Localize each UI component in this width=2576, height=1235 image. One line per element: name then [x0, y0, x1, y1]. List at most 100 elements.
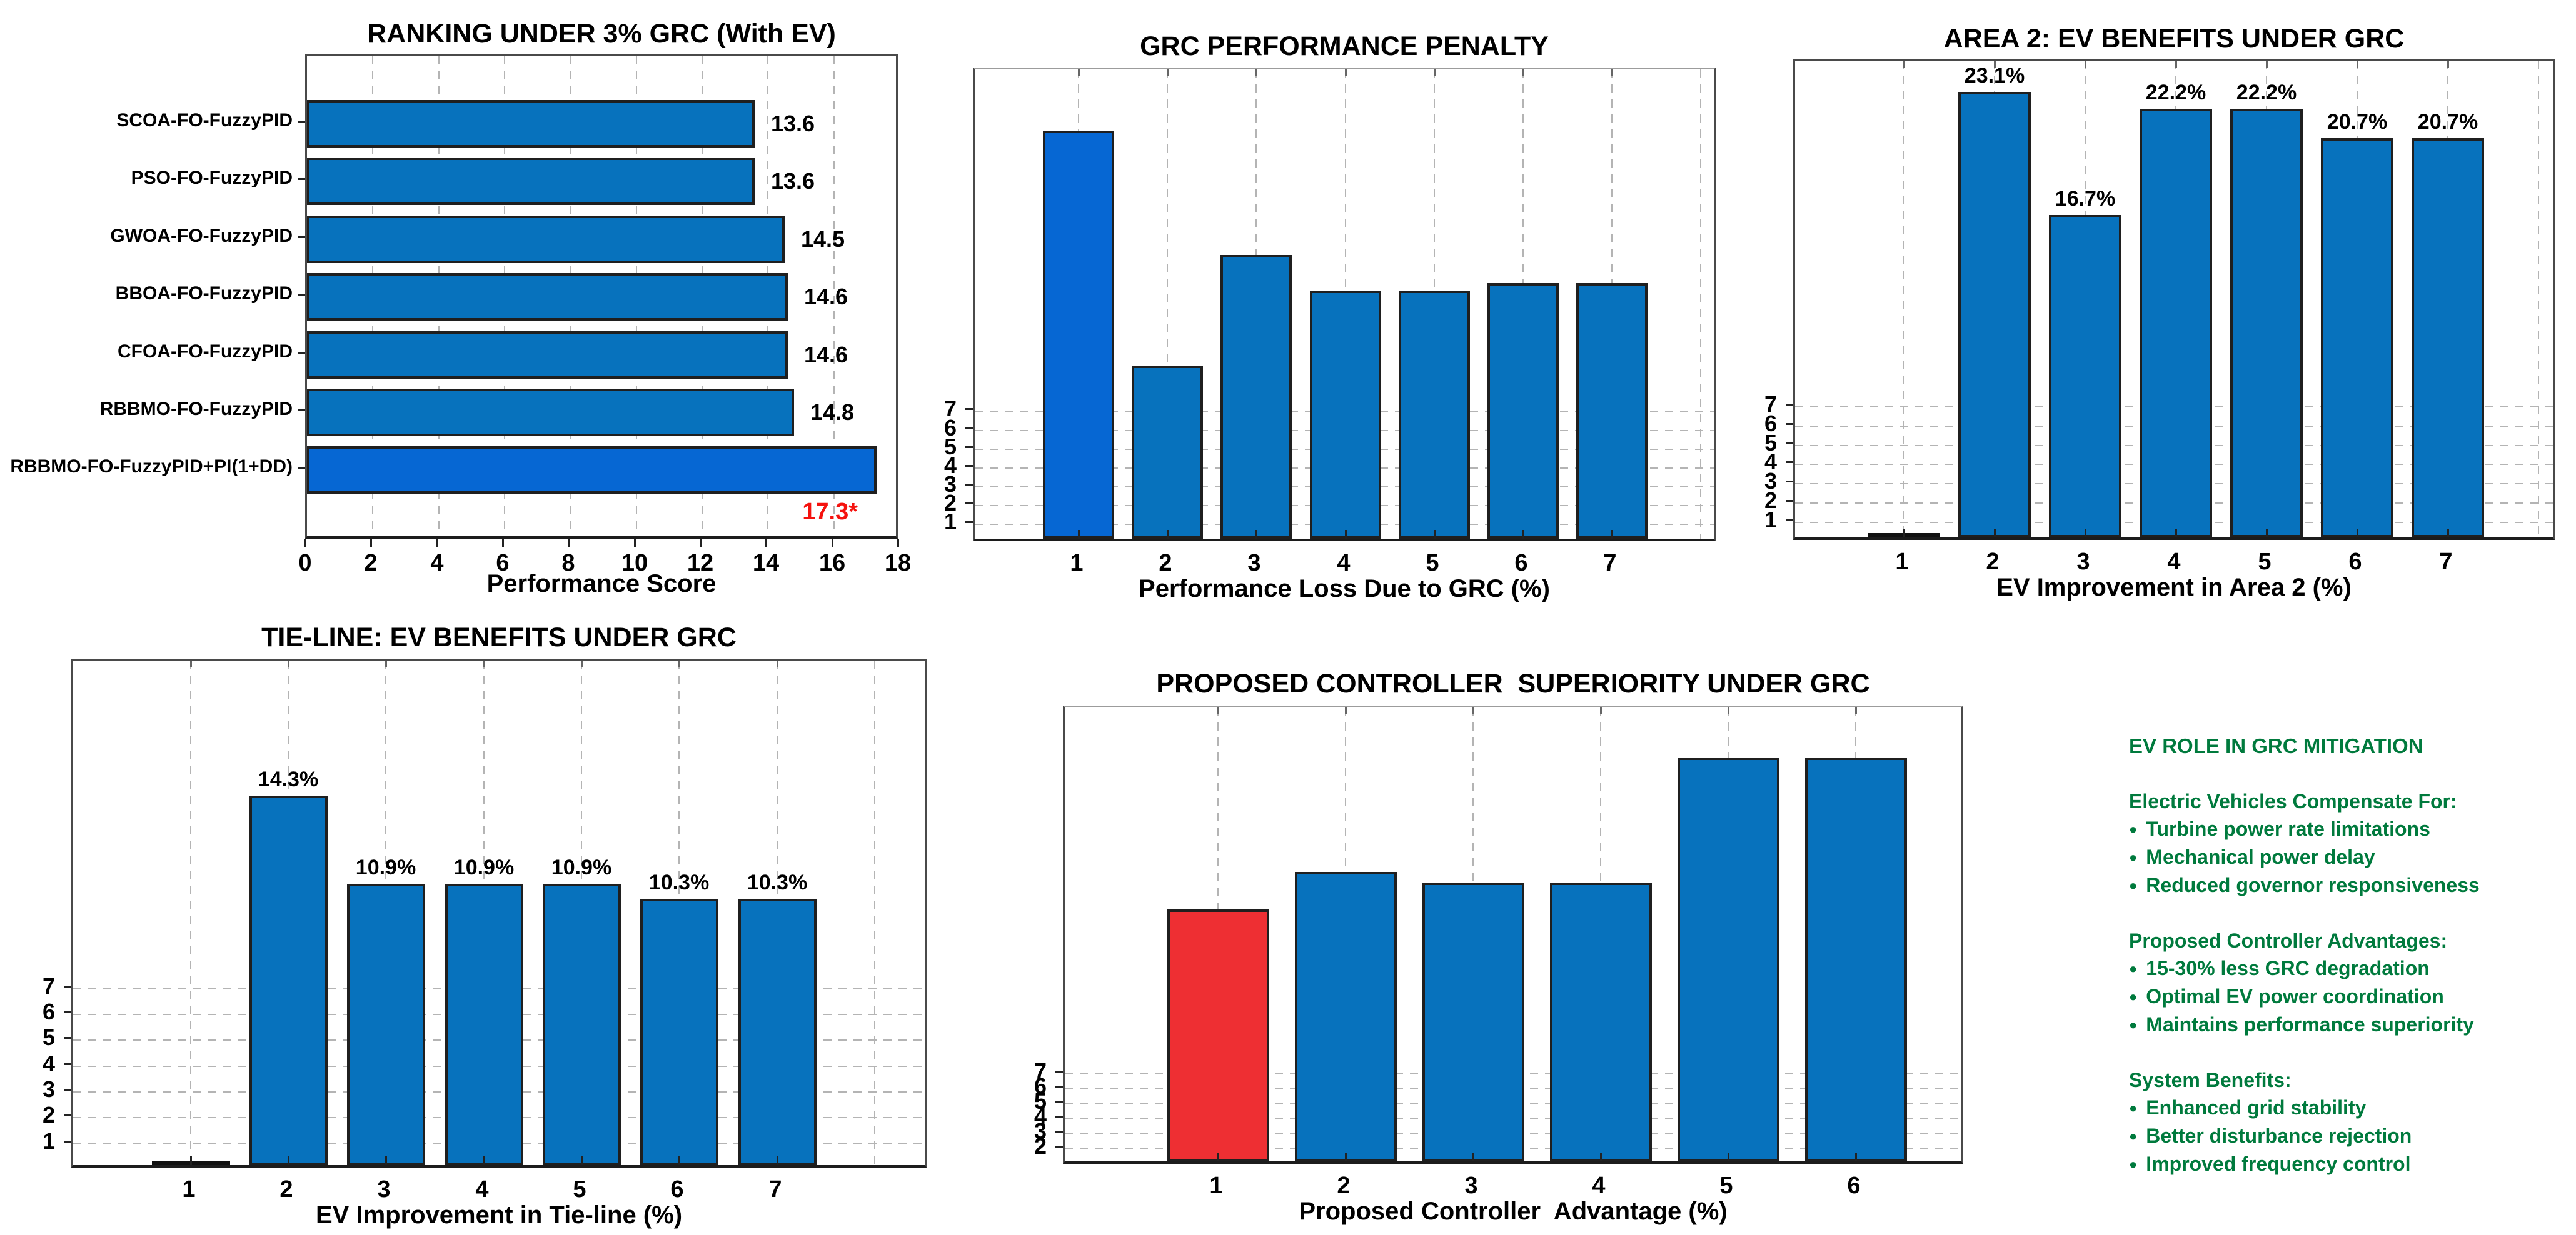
- notes-item: ● 15-30% less GRC degradation: [2129, 954, 2573, 982]
- x-tick-mark-top: [1255, 69, 1257, 76]
- bar: [249, 796, 328, 1165]
- x-tick-mark-top: [1078, 69, 1080, 76]
- y-tick-mark: [1786, 500, 1793, 502]
- bullet-icon: ●: [2129, 821, 2138, 837]
- notes-section-heading: Proposed Controller Advantages:: [2129, 929, 2448, 952]
- y-tick-label: 6: [1034, 1073, 1047, 1099]
- tieline-plot-area: 14.3% 10.9% 10.9% 10.9% 10.3% 10.3%: [71, 659, 927, 1168]
- x-tick-mark: [288, 1156, 289, 1165]
- x-tick-mark-top: [1903, 61, 1905, 68]
- bar: [738, 899, 817, 1165]
- bar: [307, 331, 788, 379]
- y-tick-label: 5: [1034, 1088, 1047, 1114]
- x-tick-mark: [2175, 529, 2177, 538]
- y-tick-label: 7: [42, 973, 55, 999]
- x-tick-mark-top: [1345, 708, 1347, 714]
- notes-section-heading: Electric Vehicles Compensate For:: [2129, 790, 2457, 812]
- bar: [1294, 872, 1397, 1161]
- bar: [307, 389, 794, 436]
- y-tick-mark: [64, 1114, 71, 1116]
- x-tick-mark-top: [777, 661, 778, 668]
- bar: [640, 899, 718, 1165]
- x-tick-label: 1: [1070, 550, 1084, 576]
- bar-value-label: 20.7%: [2417, 110, 2478, 134]
- y-tick-label: 3: [1034, 1118, 1047, 1144]
- notes-item: ● Optimal EV power coordination: [2129, 982, 2573, 1011]
- bar: [1310, 291, 1381, 539]
- x-tick-label: 12: [687, 550, 714, 576]
- notes-item: ● Improved frequency control: [2129, 1150, 2573, 1178]
- bar-value-label: 20.7%: [2327, 110, 2388, 134]
- x-tick-mark: [634, 539, 636, 547]
- bar-value-label: 14.8: [810, 399, 855, 425]
- x-tick-mark-top: [1855, 708, 1857, 714]
- y-tick-label: 3: [943, 471, 957, 497]
- tieline-chart-title: TIE-LINE: EV BENEFITS UNDER GRC: [261, 622, 737, 652]
- x-tick-mark-top: [1994, 61, 1996, 68]
- y-tick-mark: [965, 465, 973, 467]
- y-tick-mark: [1055, 1116, 1063, 1118]
- x-tick-mark: [1255, 530, 1257, 539]
- y-tick-mark: [298, 467, 305, 469]
- gridline-x: [874, 661, 875, 1165]
- bar: [1804, 758, 1907, 1161]
- bar: [1422, 882, 1524, 1161]
- x-tick-label: 3: [1247, 550, 1261, 576]
- bar-value-label: 16.7%: [2055, 187, 2116, 211]
- x-tick-mark: [700, 539, 702, 547]
- x-tick-mark: [1167, 530, 1169, 539]
- x-tick-label: 16: [818, 550, 846, 576]
- category-label: PSO-FO-FuzzyPID: [131, 168, 293, 188]
- y-tick-mark: [1786, 461, 1793, 463]
- x-tick-label: 8: [561, 550, 575, 576]
- x-tick-mark: [1600, 1152, 1602, 1161]
- bar: [2412, 138, 2484, 538]
- y-tick-mark: [965, 428, 973, 429]
- ranking-x-axis-label: Performance Score: [486, 570, 717, 598]
- x-tick-mark-top: [2266, 61, 2268, 68]
- x-tick-mark-top: [2175, 61, 2177, 68]
- notes-section: Electric Vehicles Compensate For: ● Turbin…: [2129, 788, 2573, 899]
- x-tick-label: 0: [298, 550, 312, 576]
- category-label: GWOA-FO-FuzzyPID: [110, 226, 293, 246]
- gridline-x: [1700, 69, 1701, 539]
- y-tick-mark: [965, 502, 973, 504]
- bar-value-label: 14.3%: [258, 768, 319, 791]
- x-tick-label: 4: [2167, 549, 2181, 575]
- y-tick-label: 5: [1764, 430, 1777, 456]
- bar-value-label: 10.9%: [551, 856, 612, 879]
- bar: [346, 884, 425, 1165]
- bar: [307, 446, 877, 494]
- bar: [1132, 366, 1203, 539]
- x-tick-label: 6: [496, 550, 510, 576]
- y-tick-mark: [298, 236, 305, 238]
- ranking-plot-area: 13.6 13.6 14.5 14.6 14.6 14.8 17.3*: [305, 54, 898, 539]
- x-tick-label: 1: [1895, 549, 1909, 575]
- bar-value-label: 10.3%: [747, 871, 808, 894]
- y-tick-mark: [1786, 404, 1793, 406]
- y-tick-label: 5: [42, 1024, 55, 1050]
- notes-item-text: Enhanced grid stability: [2146, 1096, 2367, 1119]
- y-tick-label: 6: [943, 415, 957, 441]
- y-tick-mark: [64, 1011, 71, 1013]
- x-tick-label: 7: [1603, 550, 1617, 576]
- x-tick-label: 5: [573, 1176, 586, 1202]
- bullet-icon: ●: [2129, 961, 2138, 976]
- x-tick-label: 3: [377, 1176, 391, 1202]
- x-tick-label: 4: [1337, 550, 1351, 576]
- x-tick-label: 7: [768, 1176, 782, 1202]
- y-tick-label: 3: [1764, 468, 1777, 494]
- x-tick-mark-top: [1167, 69, 1169, 76]
- x-tick-mark: [897, 539, 899, 547]
- y-tick-mark: [64, 1037, 71, 1039]
- gridline-x: [833, 56, 835, 536]
- x-tick-mark: [190, 1156, 192, 1165]
- x-tick-label: 6: [1514, 550, 1528, 576]
- bar-value-label: 13.6: [771, 111, 815, 136]
- x-tick-mark-top: [1728, 708, 1729, 714]
- y-tick-mark: [965, 446, 973, 448]
- bullet-icon: ●: [2129, 878, 2138, 893]
- x-tick-mark-top: [1600, 708, 1602, 714]
- x-tick-mark: [1345, 530, 1347, 539]
